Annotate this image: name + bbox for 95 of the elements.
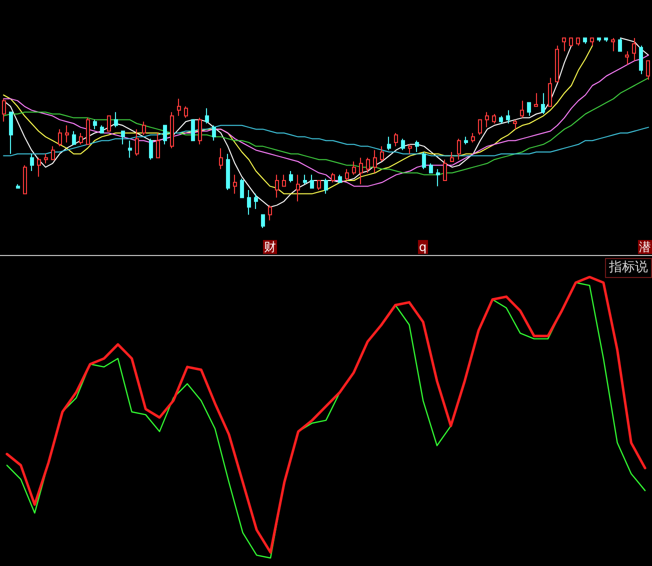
candlestick	[338, 174, 342, 183]
candlestick	[408, 144, 412, 154]
candlestick	[415, 140, 419, 152]
candlestick	[310, 174, 314, 189]
candlestick	[268, 204, 272, 221]
candlestick	[128, 140, 132, 158]
candlestick	[247, 190, 251, 216]
candlestick	[149, 138, 153, 160]
candlestick	[352, 161, 356, 176]
candlestick	[289, 170, 293, 183]
candlestick	[58, 128, 62, 147]
candlestick	[79, 132, 83, 145]
candlestick	[618, 38, 622, 52]
candlestick	[212, 124, 216, 142]
candlestick	[205, 108, 209, 124]
candlestick	[16, 184, 20, 189]
candlestick	[282, 174, 286, 187]
candlestick	[156, 132, 160, 158]
candlestick	[436, 168, 440, 187]
candlestick	[226, 153, 230, 190]
candlestick	[555, 45, 559, 82]
candlestick	[296, 174, 300, 202]
candlestick	[191, 119, 195, 142]
candlestick	[184, 106, 188, 118]
candlestick	[30, 153, 34, 172]
candlestick	[471, 132, 475, 143]
candlestick	[548, 77, 552, 107]
candlestick	[373, 150, 377, 174]
candlestick	[576, 38, 580, 46]
candlestick	[100, 124, 104, 134]
text: q	[418, 240, 428, 254]
candlestick	[639, 45, 643, 75]
candlestick	[254, 193, 258, 210]
candlestick	[485, 112, 489, 128]
candlestick	[583, 38, 587, 44]
candlestick	[86, 117, 90, 145]
candlestick	[233, 174, 237, 194]
candlestick	[590, 38, 594, 46]
text: 财	[263, 240, 277, 254]
candlestick	[51, 146, 55, 160]
candlestick	[541, 92, 545, 114]
candlestick	[422, 152, 426, 170]
candlestick	[170, 112, 174, 149]
candlestick	[198, 117, 202, 145]
candlestick	[72, 130, 76, 145]
candlestick	[177, 98, 181, 116]
candlestick	[261, 214, 265, 228]
candlestick	[443, 159, 447, 181]
candlestick	[23, 164, 27, 194]
candlestick	[65, 124, 69, 143]
candlestick	[44, 153, 48, 164]
candlestick	[114, 112, 118, 128]
candlestick	[359, 157, 363, 185]
candlestick	[387, 136, 391, 151]
candlestick	[107, 115, 111, 132]
candlestick	[142, 121, 146, 136]
candlestick	[9, 112, 13, 154]
candlestick	[597, 38, 601, 42]
candlestick	[450, 152, 454, 162]
candlestick	[121, 130, 125, 145]
candlestick	[625, 50, 629, 66]
candlestick	[534, 92, 538, 107]
candlestick	[527, 102, 531, 116]
candlestick	[632, 38, 636, 62]
candlestick	[93, 119, 97, 130]
candlestick	[569, 38, 573, 46]
candlestick	[457, 138, 461, 160]
candlestick	[401, 138, 405, 151]
candlestick	[562, 38, 566, 52]
candlestick	[464, 136, 468, 145]
text: 潜	[638, 240, 652, 254]
candlestick	[240, 178, 244, 198]
candlestick	[429, 162, 433, 174]
candlestick	[366, 157, 370, 174]
candlestick	[506, 110, 510, 124]
candlestick	[303, 174, 307, 185]
candlestick	[520, 100, 524, 118]
candlestick	[380, 146, 384, 162]
candlestick	[331, 172, 335, 183]
text: 指标说	[605, 258, 652, 278]
candlestick	[219, 148, 223, 170]
candlestick	[324, 178, 328, 194]
candlestick	[611, 38, 615, 52]
candlestick	[394, 132, 398, 147]
candlestick	[604, 38, 608, 42]
candlestick	[345, 168, 349, 181]
candlestick	[275, 174, 279, 198]
candlestick	[317, 180, 321, 190]
candlestick	[163, 124, 167, 145]
candlestick	[478, 119, 482, 136]
candlestick	[499, 115, 503, 124]
candlestick	[37, 157, 41, 178]
candlestick	[492, 114, 496, 124]
candlestick	[135, 128, 139, 156]
candlestick	[513, 119, 517, 130]
